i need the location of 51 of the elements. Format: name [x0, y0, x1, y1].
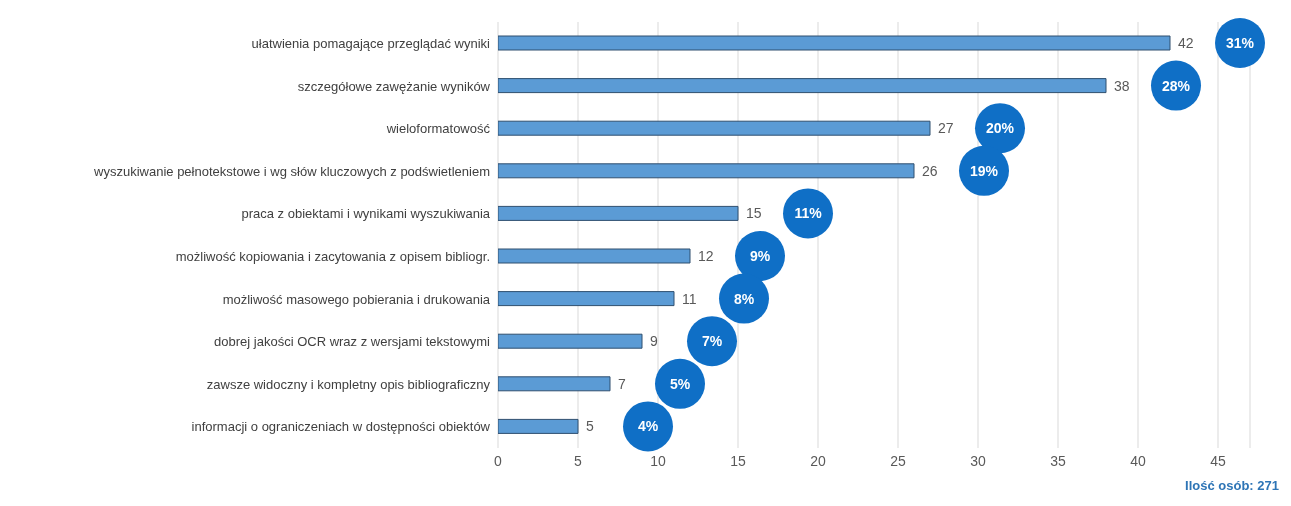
y-tick-label: wyszukiwanie pełnotekstowe i wg słów kluczowych z podświetleniem [93, 163, 490, 179]
x-tick-label: 0 [494, 452, 503, 469]
y-tick-label: ułatwienia pomagające przeglądać wyniki [251, 35, 491, 51]
y-tick-label: informacji o ograniczeniach w dostępności obiektów [191, 419, 491, 435]
data-label: 7 [618, 375, 626, 392]
y-tick-label: szczegółowe zawężanie wyników [297, 78, 491, 94]
annotation: 11% [794, 205, 823, 222]
y-tick-label: praca z obiektami i wynikami wyszukiwania [241, 206, 491, 222]
y-tick-label: wieloformatowość [385, 121, 491, 137]
y-tick-label: zawsze widoczny i kompletny opis bibliograficzny [206, 376, 491, 392]
x-tick-label: 30 [970, 452, 986, 469]
bar [498, 248, 691, 264]
y-tick-label: możliwość kopiowania i zacytowania z opisem bibliogr. [175, 248, 490, 264]
data-label: 42 [1178, 34, 1194, 51]
annotation: 19% [969, 162, 999, 179]
annotation: 31% [1225, 35, 1255, 51]
x-tick-label: 45 [1210, 452, 1226, 469]
annotation: 9% [749, 248, 771, 264]
y-tick-label: możliwość masowego pobierania i drukowania [222, 291, 491, 307]
data-label: 5 [586, 418, 594, 435]
bar [498, 333, 643, 349]
bar [498, 78, 1107, 94]
x-tick-label: 35 [1050, 452, 1066, 469]
x-tick-label: 40 [1130, 452, 1146, 469]
bar [498, 120, 931, 136]
bar [498, 205, 739, 221]
annotation: 5% [669, 375, 691, 392]
x-tick-label: 25 [890, 452, 906, 469]
annotation: 7% [701, 333, 723, 350]
annotation: 8% [733, 290, 755, 307]
data-label: 38 [1114, 77, 1130, 94]
x-tick-label: 10 [650, 452, 666, 469]
data-label: 12 [698, 247, 714, 264]
bar [498, 291, 675, 307]
bar [498, 376, 611, 392]
x-tick-label: 20 [810, 452, 826, 469]
text: Ilość osób: 271 [1184, 478, 1280, 493]
data-label: 15 [746, 205, 762, 222]
bar [498, 163, 915, 179]
bar [498, 35, 1171, 51]
x-tick-label: 15 [730, 452, 746, 469]
data-label: 27 [938, 120, 954, 137]
data-label: 11 [682, 290, 697, 307]
data-label: 26 [922, 162, 938, 179]
x-tick-label: 5 [574, 452, 583, 469]
annotation: 20% [985, 120, 1015, 137]
data-label: 9 [650, 333, 658, 350]
annotation: 4% [637, 418, 659, 435]
annotation: 28% [1161, 77, 1191, 94]
y-tick-label: dobrej jakości OCR wraz z wersjami tekstowymi [214, 334, 491, 350]
bar [498, 418, 579, 434]
